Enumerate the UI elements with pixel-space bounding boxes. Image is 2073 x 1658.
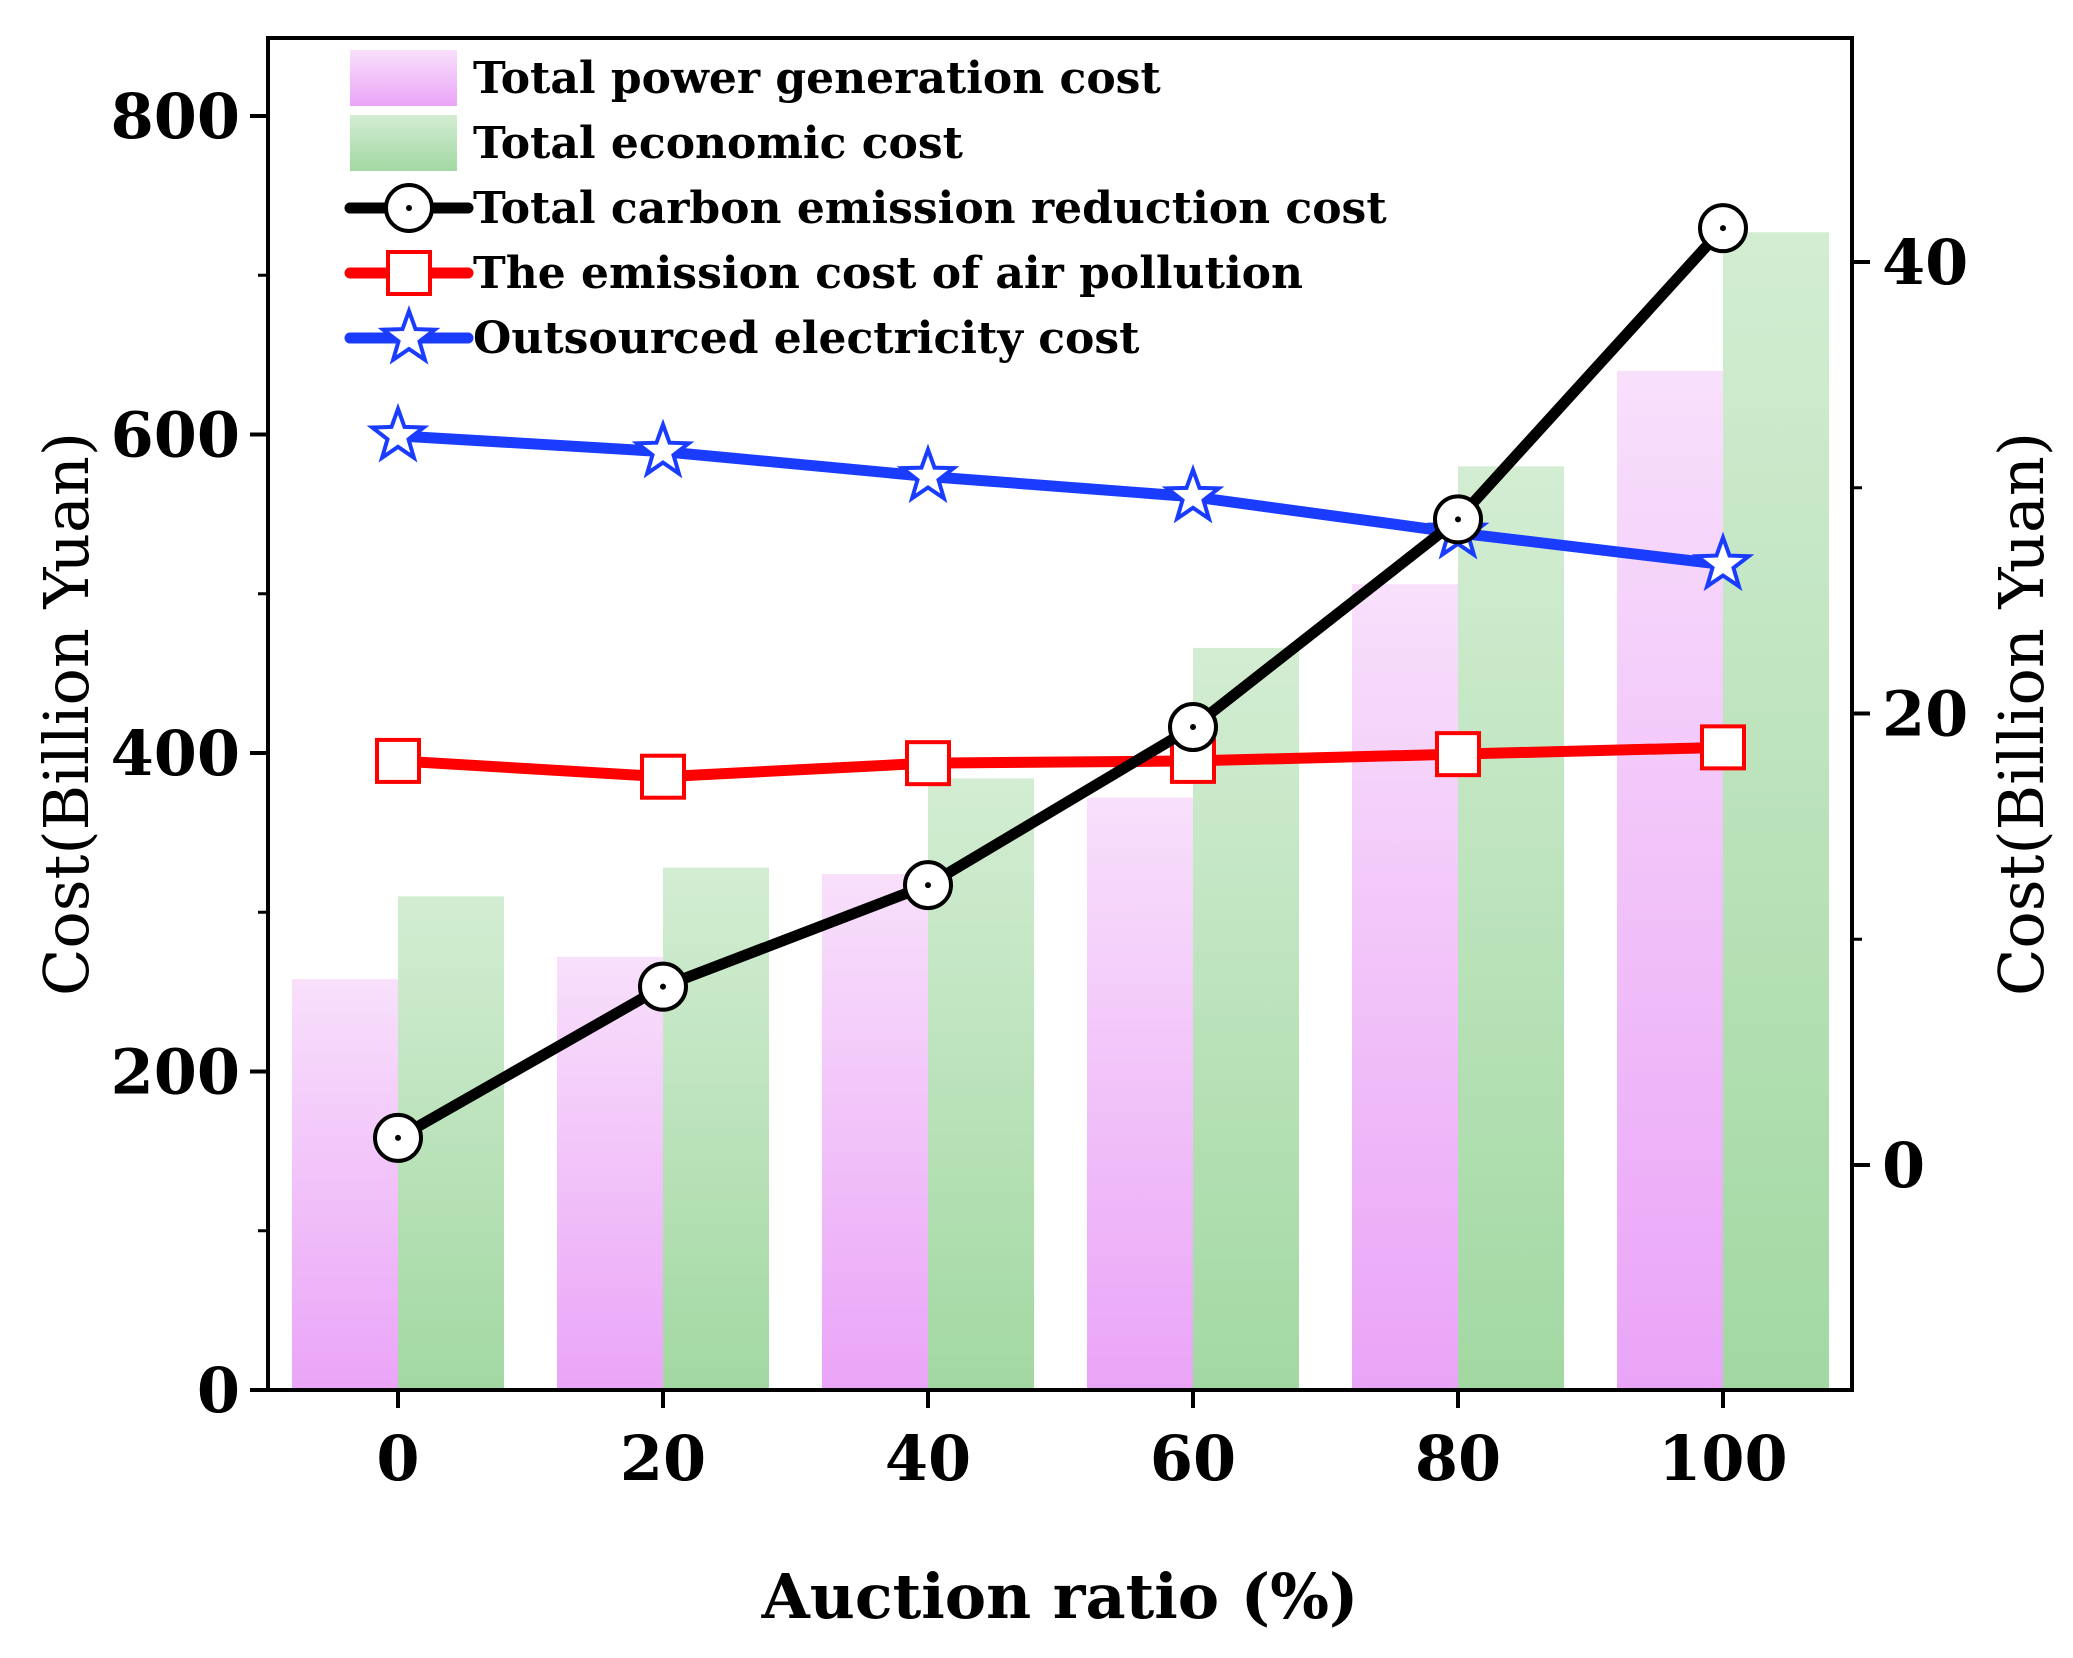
legend-swatch [350, 50, 457, 106]
bar-power-generation-60 [1087, 797, 1193, 1390]
x-tick-label-20: 20 [620, 1422, 706, 1495]
bar-economic-100 [1723, 232, 1829, 1391]
legend-marker [384, 183, 434, 233]
x-tick-label-40: 40 [885, 1422, 971, 1495]
y-right-tick-label-0: 0 [1882, 1129, 1925, 1202]
bar-power-generation-20 [557, 956, 663, 1390]
marker-air-pollution-80 [1435, 731, 1481, 778]
x-tick-label-80: 80 [1415, 1422, 1501, 1495]
bar-economic-20 [663, 867, 769, 1390]
lines-layer [366, 203, 1755, 1163]
y-right-tick-label-20: 20 [1882, 678, 1968, 751]
plot-frame [266, 36, 1854, 1392]
bar-economic-80 [1458, 466, 1564, 1391]
legend-label: Total economic cost [473, 118, 964, 169]
legend-label: Total carbon emission reduction cost [473, 183, 1387, 234]
x-tick-label-0: 0 [376, 1422, 419, 1495]
legend-marker [386, 250, 432, 296]
marker-outsourced-0 [366, 402, 430, 463]
legend-item-4: The emission cost of air pollution [344, 248, 1303, 299]
y-axis-title-left: Cost(Billion Yuan) [30, 432, 103, 996]
bar-power-generation-100 [1617, 370, 1723, 1390]
marker-carbon-60 [1168, 702, 1218, 753]
y-left-tick-label-800: 800 [111, 80, 240, 153]
marker-air-pollution-20 [640, 753, 686, 800]
y-right-tick-label-40: 40 [1882, 226, 1968, 299]
marker-outsourced-60 [1161, 463, 1225, 524]
marker-air-pollution-0 [375, 737, 421, 784]
x-axis-title: Auction ratio (%) [761, 1560, 1359, 1633]
legend-marker [377, 305, 441, 365]
marker-air-pollution-40 [905, 740, 951, 787]
marker-carbon-20 [638, 961, 688, 1012]
marker-carbon-80 [1433, 494, 1483, 545]
x-tick-label-60: 60 [1150, 1422, 1236, 1495]
legend-item-5: Outsourced electricity cost [344, 305, 1140, 365]
legend-swatch [350, 115, 457, 171]
legend-label: The emission cost of air pollution [473, 248, 1303, 299]
marker-carbon-100 [1698, 203, 1748, 254]
marker-outsourced-20 [631, 418, 695, 479]
legend-item-3: Total carbon emission reduction cost [344, 183, 1387, 234]
marker-outsourced-100 [1691, 531, 1755, 592]
bar-power-generation-80 [1352, 584, 1458, 1390]
line-air-pollution [392, 741, 1729, 783]
marker-carbon-40 [903, 860, 953, 911]
bar-power-generation-0 [292, 979, 398, 1390]
marker-outsourced-40 [896, 443, 960, 504]
bars-layer [292, 232, 1829, 1391]
x-tick-label-100: 100 [1658, 1422, 1787, 1495]
legend-label: Outsourced electricity cost [473, 313, 1140, 364]
legend-item-2: Total economic cost [350, 115, 964, 171]
legend: Total power generation cost Total economi… [344, 50, 1387, 365]
line-carbon [392, 222, 1729, 1144]
marker-carbon-0 [373, 1112, 423, 1163]
legend-item-1: Total power generation cost [350, 50, 1161, 106]
y-left-tick-label-0: 0 [197, 1354, 240, 1427]
bar-power-generation-40 [822, 874, 928, 1390]
legend-label: Total power generation cost [473, 53, 1161, 104]
y-left-tick-label-600: 600 [111, 399, 240, 472]
y-left-tick-label-200: 200 [111, 1036, 240, 1109]
y-left-tick-label-400: 400 [111, 717, 240, 790]
line-outsourced [392, 430, 1729, 571]
marker-air-pollution-100 [1700, 724, 1746, 771]
y-axis-title-right: Cost(Billion Yuan) [1985, 432, 2058, 996]
